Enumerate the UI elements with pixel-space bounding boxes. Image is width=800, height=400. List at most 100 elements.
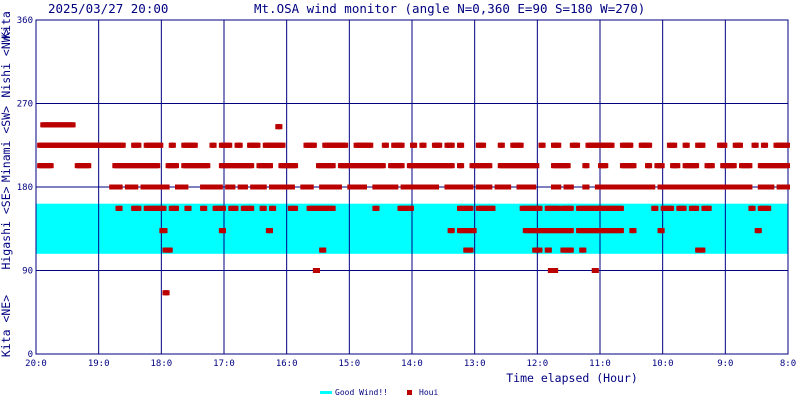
x-tick-label: 12:0 <box>526 359 548 369</box>
data-point <box>660 163 665 169</box>
data-point <box>331 163 336 169</box>
data-point <box>234 205 239 211</box>
data-point <box>482 142 487 148</box>
data-point <box>557 205 562 211</box>
data-point <box>413 142 418 148</box>
data-point <box>331 205 336 211</box>
data-point <box>322 247 327 253</box>
data-point <box>337 184 342 190</box>
legend-label: Good Wind!! <box>335 388 388 397</box>
data-point <box>363 184 367 190</box>
data-point <box>751 205 756 211</box>
data-point <box>648 142 653 148</box>
data-point <box>682 205 687 211</box>
data-point <box>547 247 552 253</box>
data-point <box>739 142 743 148</box>
data-point <box>764 142 769 148</box>
data-point <box>676 163 681 169</box>
data-point <box>488 184 493 190</box>
data-point <box>594 268 599 273</box>
x-tick-label: 9:0 <box>717 359 733 369</box>
data-point <box>754 142 759 148</box>
x-tick-label: 19:0 <box>88 359 110 369</box>
data-point <box>87 163 92 169</box>
data-point <box>619 205 624 211</box>
x-tick-label: 14:0 <box>401 359 423 369</box>
data-point <box>619 228 624 234</box>
y-direction-labels: Kita <NE> Higashi <SE> Minami <SW> Nishi… <box>0 11 13 357</box>
data-point <box>585 184 590 190</box>
data-point <box>375 205 380 211</box>
data-point <box>748 184 753 190</box>
data-point <box>312 142 317 148</box>
data-point <box>228 142 233 148</box>
data-point <box>585 163 590 169</box>
data-point <box>610 142 615 148</box>
data-point <box>695 205 700 211</box>
data-point <box>604 163 609 169</box>
data-point <box>748 163 753 169</box>
data-point <box>786 184 790 190</box>
data-point <box>535 163 540 169</box>
direction-label-3: Nishi <NW> <box>0 28 13 97</box>
data-point <box>460 142 465 148</box>
data-point <box>121 142 126 148</box>
direction-label-0: Kita <NE> <box>0 295 13 357</box>
data-point <box>472 228 477 234</box>
data-point <box>460 163 465 169</box>
data-point <box>557 142 562 148</box>
data-point <box>576 142 581 148</box>
data-point <box>632 163 637 169</box>
data-point <box>294 205 299 211</box>
data-point <box>281 142 286 148</box>
plot-area: 20:0 19:0 18:0 17:0 16:0 15:0 14:0 13:0 12:0 11:0… <box>17 16 796 369</box>
data-point <box>450 142 455 148</box>
data-point <box>538 247 543 253</box>
data-point <box>290 184 295 190</box>
data-point <box>673 142 678 148</box>
data-point <box>171 142 176 148</box>
data-point <box>187 205 192 211</box>
data-point <box>569 228 574 234</box>
data-point <box>701 247 706 253</box>
data-point <box>222 205 226 211</box>
data-point <box>786 142 790 148</box>
data-point <box>670 205 675 211</box>
data-point <box>218 184 223 190</box>
x-tick-label: 18:0 <box>150 359 172 369</box>
data-point <box>231 184 236 190</box>
data-point <box>507 184 512 190</box>
legend: Good Wind!! Houi <box>320 388 438 397</box>
y-tick-label: 90 <box>22 267 33 277</box>
x-tick-label: 10:0 <box>652 359 674 369</box>
legend-swatch-good-wind <box>320 391 332 394</box>
x-tick-label: 16:0 <box>276 359 298 369</box>
data-point <box>262 184 267 190</box>
direction-label-4: Kita <box>0 11 13 39</box>
data-point <box>400 142 405 148</box>
data-point <box>250 163 255 169</box>
data-point <box>532 184 537 190</box>
data-point <box>582 247 587 253</box>
data-point <box>118 205 123 211</box>
data-point <box>707 205 712 211</box>
data-point <box>212 142 217 148</box>
data-point <box>256 142 261 148</box>
chart-title: Mt.OSA wind monitor (angle N=0,360 E=90 … <box>254 1 645 16</box>
data-point <box>184 184 189 190</box>
data-point <box>381 163 386 169</box>
data-point <box>394 184 399 190</box>
data-point <box>732 163 737 169</box>
data-point <box>250 205 255 211</box>
data-point <box>710 163 715 169</box>
x-tick-label: 15:0 <box>338 359 360 369</box>
data-point <box>49 163 54 169</box>
data-point <box>278 124 283 130</box>
data-point <box>243 184 248 190</box>
data-point <box>723 142 728 148</box>
data-point <box>569 184 574 190</box>
data-point <box>175 163 179 169</box>
data-point <box>238 142 243 148</box>
data-point <box>519 142 524 148</box>
data-point <box>786 163 790 169</box>
